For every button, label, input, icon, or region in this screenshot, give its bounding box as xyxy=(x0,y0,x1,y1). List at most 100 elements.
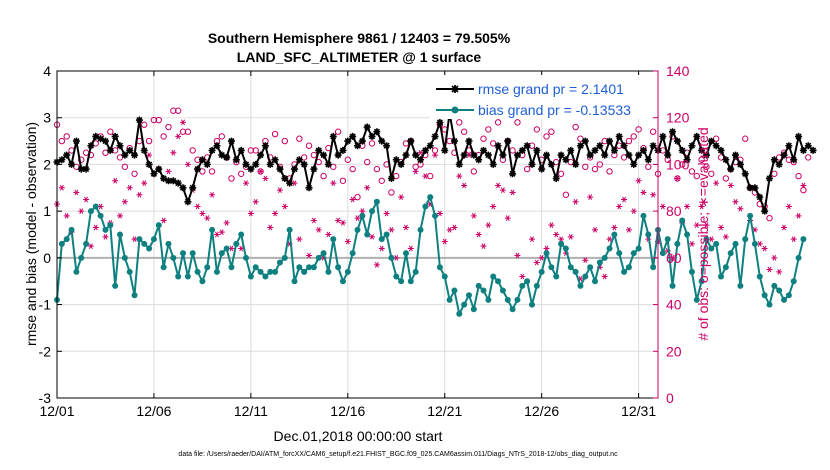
obs-evaluated-point xyxy=(499,187,506,193)
bias-point xyxy=(543,250,550,257)
rmse-point xyxy=(368,132,376,140)
rmse-point xyxy=(441,146,449,154)
obs-evaluated-point xyxy=(533,259,540,266)
rmse-point xyxy=(281,174,289,182)
obs-possible-point xyxy=(606,168,613,175)
chart-title-line1: Southern Hemisphere 9861 / 12403 = 79.50… xyxy=(208,30,511,46)
rmse-point xyxy=(804,142,812,150)
obs-evaluated-point xyxy=(514,252,521,259)
obs-possible-point xyxy=(305,142,313,149)
bias-point xyxy=(519,282,526,289)
bias-point xyxy=(713,240,720,247)
obs-possible-point xyxy=(562,191,570,198)
obs-evaluated-point xyxy=(223,219,230,226)
obs-evaluated-point xyxy=(378,245,385,252)
bias-point xyxy=(257,268,264,275)
obs-possible-point xyxy=(805,154,812,161)
rmse-point xyxy=(310,165,318,173)
obs-evaluated-point xyxy=(296,236,303,243)
rmse-point xyxy=(649,142,657,150)
rmse-point xyxy=(509,170,517,178)
rmse-point xyxy=(339,146,347,154)
obs-possible-point xyxy=(150,116,158,124)
bias-point xyxy=(107,222,114,229)
bias-point xyxy=(766,301,773,308)
rmse-point xyxy=(252,160,260,168)
obs-possible-point xyxy=(708,170,715,177)
obs-evaluated-point xyxy=(73,189,80,196)
left-tick-label: 0 xyxy=(43,250,51,266)
obs-evaluated-point xyxy=(257,168,264,175)
obs-evaluated-point xyxy=(732,198,739,205)
obs-possible-point xyxy=(557,170,565,177)
obs-possible-point xyxy=(179,128,187,135)
bias-point xyxy=(528,301,535,308)
rmse-point xyxy=(290,165,298,173)
obs-possible-point xyxy=(189,147,196,154)
bias-point xyxy=(354,226,361,233)
obs-possible-point xyxy=(771,170,778,177)
obs-possible-point xyxy=(591,165,599,173)
rmse-point xyxy=(736,160,744,168)
obs-evaluated-point xyxy=(87,243,94,250)
obs-possible-point xyxy=(349,165,356,173)
bias-point xyxy=(228,264,235,271)
obs-evaluated-point xyxy=(388,226,395,233)
rmse-point xyxy=(412,151,420,159)
obs-evaluated-point xyxy=(553,231,560,238)
obs-evaluated-point xyxy=(616,203,623,210)
x-tick-label: 12/01 xyxy=(39,403,74,419)
bias-point xyxy=(461,301,468,308)
rmse-point xyxy=(698,146,706,154)
bias-point xyxy=(470,306,477,313)
legend-rmse-marker xyxy=(451,85,459,93)
obs-possible-point xyxy=(373,165,381,173)
obs-possible-point xyxy=(456,119,463,126)
obs-evaluated-point xyxy=(398,194,405,200)
obs-evaluated-point xyxy=(451,224,458,231)
rmse-point xyxy=(101,137,109,145)
x-tick-label: 12/21 xyxy=(427,403,462,419)
obs-possible-point xyxy=(766,214,773,222)
obs-evaluated-point xyxy=(315,226,322,233)
obs-evaluated-point xyxy=(601,273,608,280)
rmse-point xyxy=(669,128,677,136)
obs-evaluated-point xyxy=(640,189,647,196)
bias-point xyxy=(170,254,177,261)
obs-evaluated-point xyxy=(688,240,695,247)
rmse-point xyxy=(780,151,788,159)
obs-evaluated-point xyxy=(121,198,128,205)
obs-evaluated-point xyxy=(698,203,705,210)
obs-possible-point xyxy=(281,137,288,145)
rmse-point xyxy=(756,193,764,201)
obs-evaluated-point xyxy=(165,168,172,175)
legend-bias-marker xyxy=(451,106,459,114)
rmse-point xyxy=(300,160,308,168)
rmse-point xyxy=(354,142,361,150)
obs-possible-point xyxy=(679,161,686,168)
bias-point xyxy=(272,268,279,275)
obs-evaluated-point xyxy=(470,212,477,219)
rmse-point xyxy=(329,132,337,140)
bias-point xyxy=(165,240,172,247)
obs-possible-point xyxy=(145,137,153,145)
bias-point xyxy=(451,287,458,294)
rmse-point xyxy=(344,137,352,145)
obs-evaluated-point xyxy=(621,196,628,203)
rmse-point xyxy=(198,156,206,164)
legend-rmse-label: rmse grand pr = 2.1401 xyxy=(478,81,624,97)
rmse-point xyxy=(131,151,139,159)
rmse-point xyxy=(126,146,134,154)
bias-point xyxy=(572,268,579,275)
bias-point xyxy=(616,250,623,257)
rmse-point xyxy=(581,137,589,145)
bias-point xyxy=(577,282,584,289)
bias-point xyxy=(126,268,133,275)
obs-possible-point xyxy=(165,123,172,131)
rmse-point xyxy=(402,151,410,159)
bias-point xyxy=(218,250,225,257)
rmse-point xyxy=(499,151,507,159)
rmse-point xyxy=(586,151,594,159)
obs-evaluated-point xyxy=(718,224,725,231)
obs-evaluated-point xyxy=(276,187,283,193)
